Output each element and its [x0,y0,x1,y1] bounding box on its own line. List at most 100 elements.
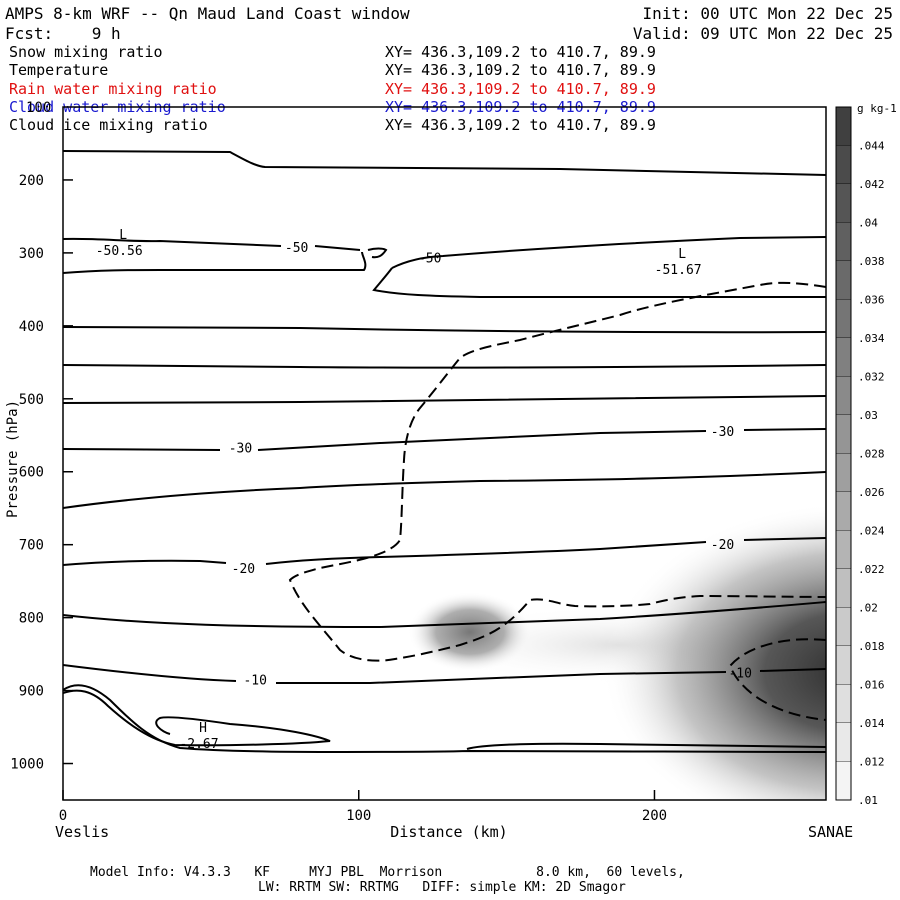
contour-labels: -50-50-30-30-20-20-10 -10L-50.56 L-51.67H-… [96,228,752,752]
low-marker: L [119,228,127,243]
snow-contour [288,281,826,662]
colorbar-swatch [836,569,851,608]
colorbar-tick-label: .042 [858,178,885,191]
colorbar-swatch [836,184,851,223]
colorbar-swatch [836,338,851,377]
low-marker: L [678,247,686,262]
colorbar-tick-label: .026 [858,486,885,499]
colorbar-swatch [836,723,851,762]
isotherm [63,395,826,404]
isotherm-loop-inner [63,689,331,747]
snow-contour-dashed [288,281,826,721]
x-tick-label: 100 [346,808,371,824]
model-info-line1: Model Info: V4.3.3 KF MYJ PBL Morrison 8… [90,865,685,880]
plot-title: AMPS 8-km WRF -- Qn Maud Land Coast wind… [5,4,410,23]
field-xy-snow: XY= 436.3,109.2 to 410.7, 89.9 [385,43,656,61]
x-tick-label: 0 [59,808,67,824]
isotherm-minus30 [63,428,826,451]
field-name-cloud-ice: Cloud ice mixing ratio [9,116,208,134]
y-top-tick-label: 100 [26,100,51,116]
colorbar-tick-label: .034 [858,332,885,345]
isotherm [63,150,826,176]
field-xy-temperature: XY= 436.3,109.2 to 410.7, 89.9 [385,61,656,79]
colorbar-units: g kg-1 [857,102,897,115]
isotherm [63,471,826,509]
colorbar-tick-label: .01 [858,794,878,807]
colorbar-tick-label: .03 [858,409,878,422]
extremum-value: -51.67 [655,263,702,278]
colorbar-tick-label: .024 [858,525,885,538]
colorbar-swatch [836,376,851,415]
colorbar-tick-label: .028 [858,448,885,461]
plot-frame [62,106,827,801]
colorbar-tick-label: .012 [858,756,885,769]
isotherm-minus50-small [367,247,388,259]
colorbar-swatch [836,607,851,646]
field-name-rain: Rain water mixing ratio [9,80,217,98]
isotherm-minus50-left-lower [63,251,367,274]
colorbar-swatch [836,492,851,531]
temperature-contour-label: -30 [711,425,734,440]
extremum-value: -50.56 [96,244,143,259]
colorbar-tick-label: .018 [858,640,885,653]
snow-contour-inner [728,638,826,721]
y-tick-label: 200 [19,173,44,189]
colorbar-swatch [836,299,851,338]
isotherm-bottom [329,749,826,753]
colorbar-frame [835,106,852,801]
field-xy-rain: XY= 436.3,109.2 to 410.7, 89.9 [385,80,656,98]
model-info-line2: LW: RRTM SW: RRTMG DIFF: simple KM: 2D S… [258,880,626,895]
x-tick-label: 200 [642,808,667,824]
colorbar-swatch [836,107,851,146]
x-axis-label: Distance (km) [390,823,507,841]
isotherm-minus50-right-lower [372,267,826,298]
colorbar-swatch [836,761,851,800]
colorbar-tick-label: .038 [858,255,885,268]
temperature-contour-label: -10 [243,674,266,689]
temperature-contour-label: -10 [728,666,751,681]
y-tick-label: 300 [19,246,44,262]
forecast-hour: Fcst: 9 h [5,24,121,43]
isotherm-minus50-left [63,237,361,251]
isotherm-minus50-right [391,236,826,269]
init-time: Init: 00 UTC Mon 22 Dec 25 [642,4,893,23]
temperature-contour-label: -30 [229,442,252,457]
x-axis: 0 100 200 [59,790,667,824]
snow-maximum-1 [408,592,532,672]
isotherm [63,326,826,334]
colorbar-swatch [836,684,851,723]
temperature-contour-label: -20 [232,562,255,577]
temperature-contour-label: -50 [418,251,441,266]
colorbar-tick-label: .04 [858,217,878,230]
colorbar-swatch [836,646,851,685]
isotherm-minus20 [63,537,826,566]
field-name-snow: Snow mixing ratio [9,43,163,61]
x-start-label: Veslis [55,823,109,841]
colorbar-swatch [836,222,851,261]
colorbar-tick-label: .044 [858,140,885,153]
valid-time: Valid: 09 UTC Mon 22 Dec 25 [632,24,893,43]
y-tick-label: 500 [19,392,44,408]
isotherm-minus10 [63,664,826,684]
snow-maximum-2 [602,502,826,800]
isotherm [63,364,826,369]
colorbar-tick-label: .036 [858,294,885,307]
colorbar-swatch [836,415,851,454]
field-name-temperature: Temperature [9,61,109,79]
y-tick-label: 700 [19,538,44,554]
isotherm-near-surface [466,742,826,750]
colorbar-tick-label: .022 [858,563,885,576]
x-end-label: SANAE [808,823,853,841]
y-axis: 200 300 400 500 600 700 800 900 1000 [10,173,73,773]
colorbar-swatch [836,145,851,184]
high-marker: H [199,721,207,736]
temperature-contour-label: -50 [285,241,308,256]
colorbar-swatch [836,530,851,569]
field-xy-cloud-ice: XY= 436.3,109.2 to 410.7, 89.9 [385,116,656,134]
temperature-contour-label: -20 [711,538,734,553]
extremum-value: -2.67 [179,737,218,752]
colorbar: .044 .042 .04 .038 .036 .034 .032 .03 .028 .026 .0… [835,106,885,807]
snow-shading [408,502,826,800]
colorbar-tick-label: .032 [858,371,885,384]
